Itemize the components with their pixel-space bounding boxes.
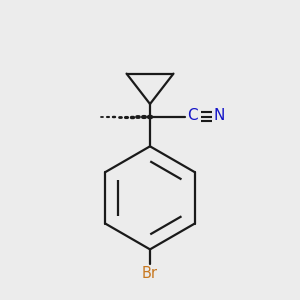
Text: Br: Br [142,266,158,281]
Text: C: C [187,108,197,123]
Text: N: N [214,108,225,123]
